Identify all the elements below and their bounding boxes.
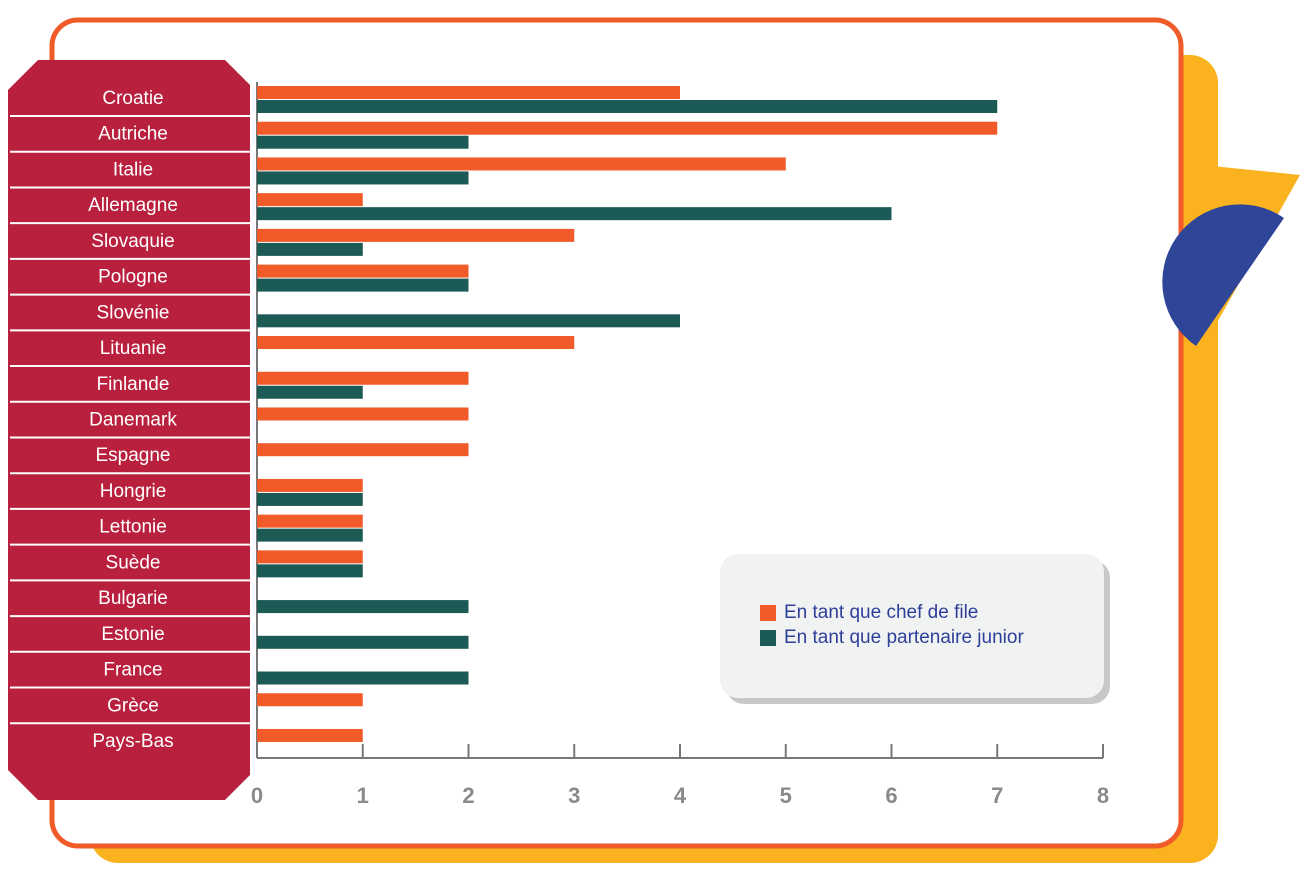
- decor: [1162, 204, 1284, 346]
- y-tick-label: Danemark: [89, 409, 177, 430]
- y-tick-label: Pologne: [98, 267, 168, 288]
- bar: [257, 264, 469, 278]
- x-tick-label: 6: [885, 783, 897, 808]
- y-tick-label: France: [103, 660, 162, 681]
- x-tick-label: 5: [780, 783, 792, 808]
- bar: [257, 728, 363, 742]
- y-tick-label: Autriche: [98, 124, 168, 145]
- bar: [257, 86, 680, 99]
- bar: [257, 492, 363, 506]
- bar: [257, 671, 469, 685]
- bar: [257, 371, 469, 385]
- y-tick-label: Finlande: [97, 374, 170, 395]
- legend-swatch: [760, 605, 776, 621]
- y-tick-label: Espagne: [95, 445, 170, 466]
- legend-label: En tant que chef de file: [784, 602, 978, 623]
- bar: [257, 514, 363, 528]
- bar: [257, 100, 998, 113]
- y-tick-label: Lituanie: [100, 338, 167, 359]
- bar: [257, 228, 575, 242]
- x-tick-label: 7: [991, 783, 1003, 808]
- y-tick-label: Slovénie: [97, 302, 170, 323]
- bar: [257, 242, 363, 256]
- y-tick-label: Slovaquie: [91, 231, 174, 252]
- bar: [257, 314, 680, 328]
- bar: [257, 407, 469, 421]
- bar: [257, 528, 363, 542]
- bar: [257, 600, 469, 614]
- bar: [257, 157, 786, 171]
- x-tick-label: 3: [568, 783, 580, 808]
- bar: [257, 564, 363, 578]
- y-tick-label: Pays-Bas: [92, 731, 173, 752]
- bar: [257, 478, 363, 492]
- bar: [257, 550, 363, 564]
- bar: [257, 443, 469, 457]
- legend-box: [720, 554, 1104, 698]
- y-tick-label: Italie: [113, 159, 153, 180]
- x-tick-label: 4: [674, 783, 687, 808]
- y-tick-label: Bulgarie: [98, 588, 168, 609]
- y-tick-label: Allemagne: [88, 195, 178, 216]
- bar: [257, 207, 892, 221]
- bar: [257, 693, 363, 707]
- bar: [257, 193, 363, 207]
- x-tick-label: 8: [1097, 783, 1109, 808]
- x-tick-label: 1: [357, 783, 369, 808]
- y-tick-label: Hongrie: [100, 481, 167, 502]
- x-tick-label: 2: [462, 783, 474, 808]
- bar: [257, 135, 469, 149]
- legend-label: En tant que partenaire junior: [784, 627, 1024, 648]
- bar: [257, 171, 469, 185]
- y-tick-label: Croatie: [102, 88, 163, 109]
- x-tick-label: 0: [251, 783, 263, 808]
- bar: [257, 635, 469, 649]
- y-tick-label: Estonie: [101, 624, 164, 645]
- y-tick-label: Lettonie: [99, 517, 167, 538]
- bar: [257, 121, 998, 135]
- bar: [257, 385, 363, 399]
- legend-swatch: [760, 630, 776, 646]
- y-tick-label: Grèce: [107, 695, 159, 716]
- bar: [257, 336, 575, 350]
- label-panel: [8, 60, 250, 800]
- y-tick-label: Suède: [106, 552, 161, 573]
- bar: [257, 278, 469, 292]
